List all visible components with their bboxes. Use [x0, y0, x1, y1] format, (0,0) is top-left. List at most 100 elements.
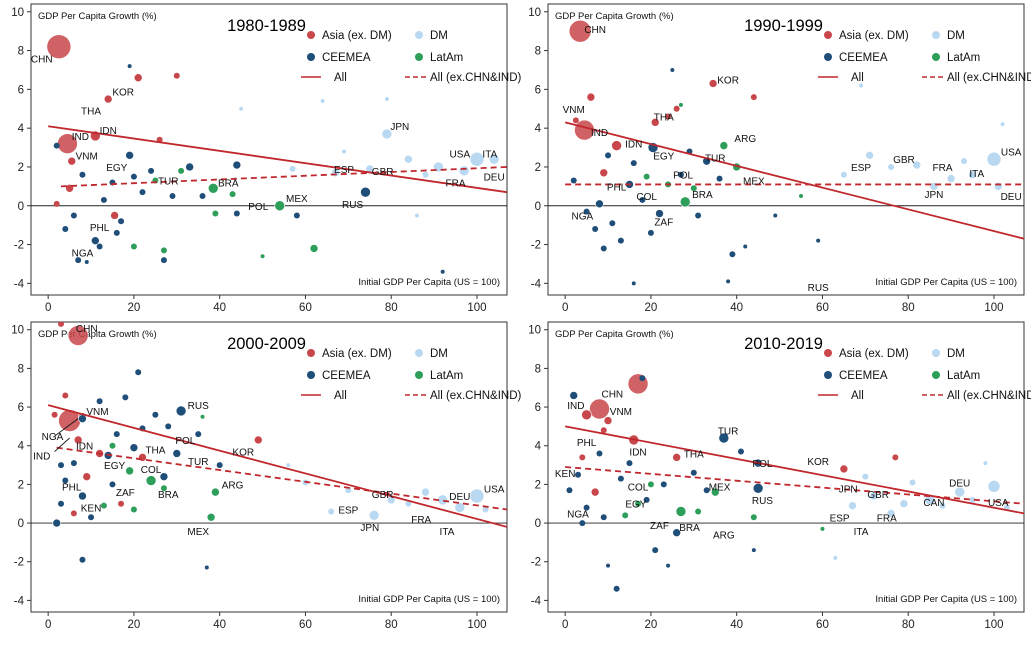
points	[566, 373, 1010, 592]
point-ceemea	[816, 238, 821, 243]
point-ceemea	[613, 585, 620, 592]
point-ceemea	[600, 245, 607, 252]
point-latam	[260, 254, 265, 259]
country-label: MEX	[743, 177, 765, 188]
fit-line-all	[48, 125, 507, 194]
panel-3: 0 20 40 60 80 100 -4 -2 0 2 4 6 8 10 GDP Per Capita Gr…	[11, 321, 522, 631]
point-asia	[750, 94, 757, 101]
country-label: TUR	[188, 457, 209, 468]
point-asia	[67, 156, 77, 166]
point-latam	[125, 466, 134, 476]
y-tick-label: 8	[18, 46, 24, 58]
country-label: DEU	[449, 492, 470, 503]
point-latam	[678, 102, 683, 107]
legend-marker-latam	[415, 371, 423, 379]
point-ceemea	[175, 405, 187, 417]
y-tick-label: -2	[531, 557, 541, 569]
y-tick-label: 2	[535, 479, 541, 491]
x-tick-label: 80	[385, 619, 398, 631]
x-tick-label: 80	[385, 302, 398, 314]
country-label: NGA	[72, 248, 94, 259]
fit-line-all-ex	[60, 166, 507, 188]
point-ceemea	[695, 212, 702, 219]
point-ceemea	[570, 177, 577, 184]
x-tick-label: 60	[299, 302, 312, 314]
point-ceemea	[643, 496, 650, 503]
point-dm	[384, 97, 389, 102]
country-label: POL	[673, 171, 693, 182]
point-dm	[848, 501, 857, 510]
point-dm	[912, 160, 922, 170]
y-axis-label: GDP Per Capita Growth (%)	[555, 11, 674, 22]
country-label: CHN	[31, 54, 53, 65]
x-tick-label: 100	[984, 619, 1003, 631]
point-dm	[289, 165, 296, 172]
point-dm	[833, 555, 838, 560]
country-label: USA	[1001, 147, 1022, 158]
point-latam	[211, 487, 220, 497]
point-asia	[572, 117, 579, 124]
point-dm	[968, 170, 977, 180]
x-tick-label: 40	[213, 619, 226, 631]
point-ceemea	[575, 471, 582, 478]
y-tick-label: 4	[18, 123, 25, 135]
country-label: BRA	[679, 523, 700, 534]
country-label: DEU	[484, 173, 505, 184]
point-latam	[130, 506, 137, 513]
country-label: ZAF	[116, 488, 135, 499]
panel-title: 2000-2009	[227, 335, 306, 353]
point-asia	[586, 92, 596, 102]
legend-marker-latam	[415, 53, 423, 61]
country-label: TUR	[158, 177, 179, 188]
y-tick-label: 10	[11, 325, 24, 337]
point-latam	[274, 200, 286, 212]
country-label: KEN	[81, 504, 102, 515]
y-tick-label: 10	[11, 7, 24, 19]
country-label: ZAF	[650, 521, 669, 532]
point-dm	[986, 151, 1002, 167]
country-label: IDN	[76, 442, 93, 453]
point-dm	[404, 154, 413, 164]
point-latam	[695, 508, 702, 515]
country-label: FRA	[411, 515, 431, 526]
country-label: TUR	[705, 153, 726, 164]
point-ceemea	[569, 391, 579, 400]
point-ceemea	[579, 520, 586, 527]
country-label: GBR	[372, 490, 394, 501]
y-tick-label: 8	[18, 363, 24, 375]
legend-marker-asia	[824, 31, 832, 39]
point-ceemea	[91, 236, 100, 245]
point-latam	[160, 485, 167, 492]
point-latam	[643, 173, 650, 180]
point-ceemea	[78, 491, 87, 501]
legend: Asia (ex. DM) DM CEEMEA LatAm All All (ex.CHN…	[818, 30, 1031, 84]
x-tick-label: 0	[45, 302, 51, 314]
point-asia	[133, 73, 143, 83]
point-dm	[969, 496, 976, 503]
point-dm	[320, 99, 325, 103]
point-dm	[368, 510, 380, 521]
country-label: CHN	[584, 25, 606, 36]
country-label: IND	[33, 451, 50, 462]
legend-label-all-ex: All (ex.CHN&IND)	[947, 390, 1031, 402]
point-dm	[469, 151, 485, 167]
point-ceemea	[626, 460, 633, 467]
point-dm	[454, 502, 466, 513]
legend-marker-latam	[932, 371, 940, 379]
point-latam	[100, 502, 107, 509]
x-tick-label: 100	[984, 302, 1003, 314]
country-label: JPN	[839, 484, 858, 495]
point-ceemea	[592, 226, 599, 233]
x-tick-label: 80	[902, 302, 915, 314]
fit-line-all-ex	[565, 466, 1024, 505]
country-label: GBR	[867, 490, 889, 501]
legend-label-ceemea: CEEMEA	[322, 52, 371, 64]
point-dm	[482, 506, 489, 513]
point-asia	[708, 79, 718, 88]
point-ceemea	[751, 548, 756, 553]
country-label: PHL	[90, 223, 110, 234]
y-tick-label: 6	[18, 402, 24, 414]
country-label: POL	[175, 436, 195, 447]
fit-line-all	[564, 121, 1024, 240]
